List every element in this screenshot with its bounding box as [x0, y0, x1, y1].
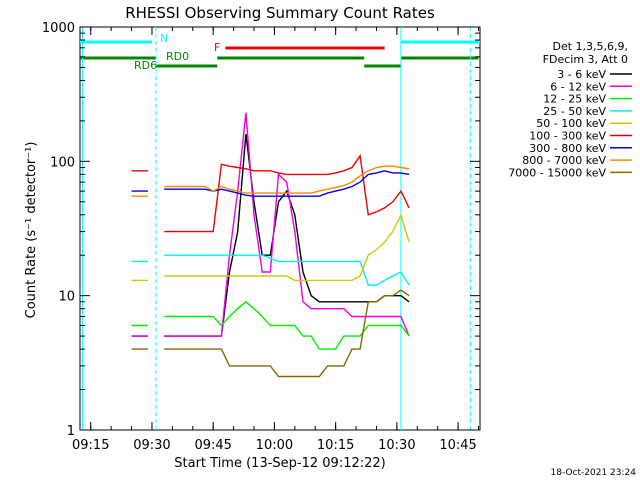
series-line — [164, 254, 410, 286]
x-axis-ticks: 09:15 09:30 09:45 10:00 10:15 10:30 10:45 — [72, 27, 480, 453]
x-tick-label: 09:15 — [72, 438, 109, 453]
y-tick-label: 1000 — [42, 21, 75, 36]
x-axis-label: Start Time (13-Sep-12 09:12:22) — [174, 456, 385, 471]
y-axis-ticks: 1 10 100 1000 — [42, 21, 480, 439]
legend-entry-label: 3 - 6 keV — [557, 68, 606, 81]
legend-title-line-1: Det 1,3,5,6,9, — [552, 40, 628, 53]
y-tick-label: 1 — [67, 424, 75, 439]
x-tick-label: 10:30 — [378, 438, 415, 453]
legend-entry-label: 25 - 50 keV — [543, 105, 606, 118]
series-lines — [131, 112, 410, 378]
legend-entry-label: 50 - 100 keV — [536, 117, 606, 130]
legend-entry-label: 6 - 12 keV — [550, 80, 606, 93]
state-label-f: F — [214, 41, 220, 54]
x-tick-label: 10:00 — [256, 438, 293, 453]
series-line — [164, 112, 410, 337]
y-tick-label: 10 — [58, 290, 75, 305]
series-line — [164, 170, 410, 197]
chart-title: RHESSI Observing Summary Count Rates — [125, 4, 435, 22]
state-label-rd6: RD6 — [134, 59, 157, 72]
y-tick-label: 100 — [50, 155, 75, 170]
legend-entry-label: 300 - 800 keV — [529, 142, 606, 155]
state-label-n: N — [160, 32, 168, 45]
legend-entry-label: 7000 - 15000 keV — [508, 166, 606, 179]
series-line — [164, 212, 410, 282]
x-tick-label: 10:15 — [317, 438, 354, 453]
legend-entry-label: 100 - 300 keV — [529, 130, 606, 143]
x-tick-label: 10:45 — [439, 438, 476, 453]
state-label-rd0: RD0 — [166, 50, 189, 63]
state-bars: N F RD0 RD6 — [80, 32, 480, 72]
x-tick-label: 09:30 — [133, 438, 170, 453]
legend-entry-label: 800 - 7000 keV — [522, 154, 606, 167]
series-line — [164, 289, 410, 378]
x-tick-label: 09:45 — [194, 438, 231, 453]
plot-frame — [79, 26, 481, 431]
legend: Det 1,3,5,6,9, FDecim 3, Att 0 3 - 6 keV… — [508, 40, 632, 179]
timestamp: 18-Oct-2021 23:24 — [551, 468, 637, 478]
series-line — [164, 300, 410, 350]
vertical-markers — [82, 27, 471, 430]
legend-entry-label: 12 - 25 keV — [543, 93, 606, 106]
series-line — [164, 133, 410, 337]
y-axis-label: Count Rate (s⁻¹ detector⁻¹) — [24, 142, 39, 319]
series-line — [164, 153, 410, 233]
series-line — [164, 165, 410, 194]
legend-title-line-2: FDecim 3, Att 0 — [543, 53, 628, 66]
